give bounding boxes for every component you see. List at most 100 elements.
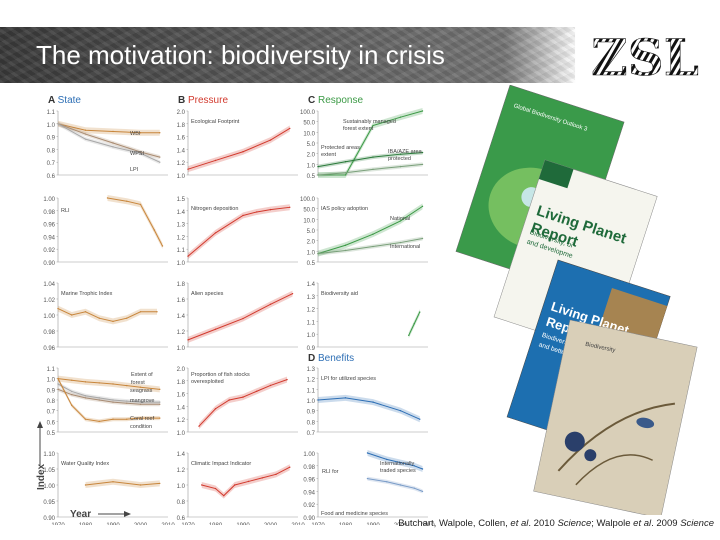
panel-label: WBI [130, 131, 141, 137]
data-point [289, 127, 291, 130]
y-tick-label: 0.5 [47, 431, 56, 437]
y-tick-label: 0.7 [47, 410, 56, 416]
panel-C2: 100.0 50.0 10.0 5.0 2.0 1.0 0.5 IAS policy adop… [300, 197, 428, 267]
panel-label: WPSI [130, 151, 145, 157]
y-tick-label: 1.2 [307, 308, 316, 314]
panel-label: IAS policy adoption [321, 206, 368, 212]
y-tick-label: 1.0 [307, 163, 316, 169]
series-band [188, 204, 290, 260]
y-tick-label: 0.98 [43, 330, 55, 336]
data-point [98, 317, 100, 319]
series-band [107, 195, 163, 249]
y-tick-label: 1.0 [177, 484, 186, 490]
data-point [317, 399, 319, 401]
y-tick-label: 1.0 [47, 378, 56, 384]
data-point [399, 153, 402, 155]
series-band [201, 464, 290, 499]
x-tick-label: 1970 [51, 523, 65, 525]
y-tick-label: 0.8 [47, 399, 56, 405]
x-tick-label: 2000 [394, 523, 408, 525]
y-tick-label: 0.7 [47, 161, 56, 167]
y-tick-label: 0.6 [177, 516, 186, 522]
series-line [57, 308, 157, 322]
citation-part1: Butchart, Walpole, Collen, [398, 518, 511, 529]
data-point [126, 317, 128, 319]
data-point [413, 465, 415, 467]
y-tick-label: 1.4 [177, 314, 186, 320]
data-point [399, 461, 402, 464]
data-point [269, 303, 272, 306]
data-point [112, 320, 114, 323]
y-tick-label: 1.00 [43, 314, 55, 320]
data-point [159, 417, 161, 419]
panel-label: protected [388, 156, 411, 162]
data-point [242, 151, 244, 153]
data-point [344, 161, 347, 163]
data-point [156, 311, 158, 313]
x-tick-label: 2010 [421, 523, 435, 525]
cover-science-globe2 [584, 449, 597, 462]
data-point [159, 403, 161, 405]
panel-label: Marine Trophic Index [61, 291, 113, 297]
data-point [112, 130, 114, 133]
series-band [318, 108, 423, 178]
data-point [159, 156, 161, 158]
data-point [139, 311, 142, 313]
data-point [57, 123, 59, 125]
y-tick-label: 1.1 [47, 367, 56, 373]
panel-label: forest [131, 380, 145, 386]
data-point [386, 458, 388, 461]
panel-label: RLI for [322, 469, 339, 475]
data-point [386, 481, 388, 483]
y-tick-label: 100.0 [300, 197, 316, 203]
data-point [159, 132, 161, 134]
panel-label: forest extent [343, 126, 374, 132]
data-point [84, 138, 87, 140]
y-tick-label: 0.96 [303, 478, 315, 484]
y-tick-label: 1.0 [307, 333, 316, 339]
data-point [106, 197, 109, 199]
y-tick-label: 1.0 [47, 123, 56, 129]
y-tick-label: 10.0 [303, 131, 315, 137]
data-point [344, 397, 347, 399]
y-tick-label: 0.5 [307, 174, 316, 180]
data-point [84, 395, 87, 397]
data-point [159, 161, 161, 163]
data-point [214, 408, 217, 410]
data-point [317, 165, 319, 168]
series-line [85, 481, 160, 486]
y-tick-label: 2.0 [177, 110, 186, 116]
citation-part4: . 2009 [651, 518, 681, 529]
x-tick-label: 1970 [181, 523, 195, 525]
cover-science-globe [564, 431, 585, 452]
data-point [344, 174, 347, 176]
data-point [126, 400, 128, 402]
x-tick-label: 1980 [79, 523, 93, 525]
y-tick-label: 1.6 [177, 136, 186, 142]
section-header-state: A State [48, 95, 81, 106]
panel-label: mangrove [130, 398, 154, 404]
citation-journal2: Science [680, 518, 714, 529]
panel-D1: 1.3 1.2 1.1 1.0 0.9 0.8 0.7 LPI for utilized sp… [307, 367, 428, 437]
data-point [372, 124, 374, 127]
y-tick-label: 100.0 [300, 110, 316, 116]
y-tick-label: 1.2 [177, 418, 186, 424]
section-letter-response: C [308, 95, 318, 106]
y-tick-label: 0.8 [47, 148, 56, 154]
y-tick-label: 0.9 [307, 346, 316, 352]
y-tick-label: 1.6 [177, 298, 186, 304]
y-tick-label: 0.92 [303, 503, 315, 509]
data-point [289, 206, 291, 209]
y-tick-label: 1.1 [177, 248, 186, 254]
x-tick-label: 1970 [311, 523, 325, 525]
y-tick-label: 1.2 [177, 161, 186, 167]
data-point [126, 200, 128, 202]
panel-B2: 1.5 1.4 1.3 1.2 1.1 1.0 Nitrogen deposition [177, 197, 298, 267]
data-point [84, 418, 87, 420]
data-point [399, 484, 402, 486]
y-tick-label: 10.0 [303, 218, 315, 224]
data-point [98, 397, 100, 399]
cover-science-bg [533, 319, 698, 515]
citation-etal2: et al [633, 518, 652, 529]
panel-label: Climatic Impact Indicator [191, 461, 251, 467]
